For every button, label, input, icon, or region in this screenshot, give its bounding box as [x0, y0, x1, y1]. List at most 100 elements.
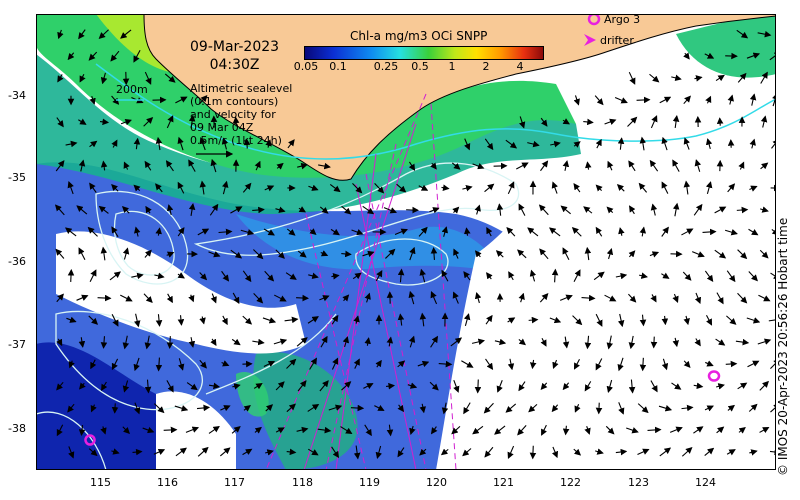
velocity-arrow	[737, 249, 748, 260]
colorbar-tick: 0.5	[411, 60, 429, 73]
velocity-arrow	[594, 95, 604, 106]
velocity-arrow	[650, 115, 658, 129]
velocity-arrow	[517, 249, 527, 259]
velocity-arrow	[331, 446, 340, 459]
velocity-arrow	[253, 249, 264, 260]
velocity-arrow	[101, 381, 108, 391]
velocity-arrow	[704, 52, 715, 59]
velocity-arrow	[297, 380, 307, 392]
velocity-arrow	[540, 337, 547, 347]
velocity-arrow	[144, 379, 152, 394]
velocity-arrow	[318, 162, 331, 170]
velocity-arrow	[254, 160, 261, 171]
velocity-arrow	[231, 426, 241, 434]
velocity-arrow	[484, 138, 494, 151]
velocity-arrow	[308, 448, 319, 456]
velocity-arrow	[89, 95, 96, 105]
velocity-arrow	[263, 360, 276, 367]
velocity-arrow	[111, 139, 118, 148]
velocity-arrow	[486, 272, 493, 280]
velocity-arrow	[68, 446, 75, 459]
velocity-arrow	[584, 426, 591, 435]
velocity-arrow	[275, 206, 286, 213]
velocity-arrow	[111, 358, 119, 371]
velocity-arrow	[242, 270, 252, 283]
velocity-arrow	[507, 181, 515, 195]
velocity-arrow	[264, 185, 275, 192]
velocity-arrow	[133, 402, 141, 415]
map-panel[interactable]	[36, 14, 776, 470]
velocity-arrow	[618, 402, 625, 415]
velocity-arrow	[419, 448, 427, 456]
velocity-arrow	[342, 294, 350, 302]
velocity-arrow	[88, 448, 98, 457]
velocity-arrow	[617, 313, 625, 328]
velocity-arrow	[748, 403, 758, 412]
velocity-arrow	[716, 117, 724, 126]
cloud-east	[436, 164, 776, 470]
velocity-arrow	[397, 404, 405, 413]
velocity-arrow	[450, 337, 463, 347]
argo-marker	[84, 434, 96, 446]
velocity-arrow	[637, 403, 649, 414]
velocity-arrow	[738, 161, 745, 170]
velocity-info: Altimetric sealevel (0.1m contours) and …	[190, 82, 293, 147]
velocity-arrow	[188, 294, 195, 303]
velocity-arrow	[242, 315, 253, 325]
velocity-arrow	[747, 360, 760, 368]
velocity-arrow	[584, 246, 592, 261]
velocity-arrow	[649, 159, 659, 172]
velocity-arrow	[386, 424, 394, 437]
velocity-arrow	[483, 402, 494, 414]
velocity-arrow	[143, 293, 153, 304]
velocity-arrow	[496, 203, 504, 216]
velocity-arrow	[494, 425, 506, 435]
velocity-arrow	[705, 315, 713, 326]
velocity-arrow	[296, 426, 309, 434]
velocity-arrow	[518, 116, 526, 129]
velocity-arrow	[705, 95, 712, 104]
credit-label: © IMOS 20-Apr-2023 20:56:26 Hobart time	[776, 217, 790, 476]
velocity-arrow	[297, 162, 308, 170]
velocity-arrow	[463, 271, 471, 281]
chl-shelf-green	[36, 54, 581, 214]
velocity-arrow	[341, 205, 352, 215]
velocity-arrow	[208, 382, 221, 390]
velocity-arrow	[220, 405, 231, 412]
velocity-arrow	[683, 52, 690, 60]
velocity-arrow	[636, 96, 651, 104]
velocity-arrow	[67, 181, 74, 195]
velocity-arrow	[186, 382, 198, 391]
velocity-arrow	[309, 228, 317, 235]
velocity-arrow	[164, 73, 176, 83]
velocity-arrow	[374, 404, 385, 411]
velocity-arrow	[583, 118, 594, 126]
velocity-arrow	[133, 137, 141, 150]
velocity-arrow	[330, 228, 340, 236]
velocity-arrow	[55, 160, 65, 172]
velocity-arrow	[671, 382, 682, 390]
velocity-arrow	[352, 272, 362, 280]
velocity-arrow	[737, 292, 748, 304]
velocity-arrow	[145, 205, 152, 214]
velocity-arrow	[639, 136, 647, 151]
velocity-arrow	[111, 226, 119, 238]
velocity-arrow	[417, 360, 430, 368]
velocity-arrow	[746, 52, 761, 59]
velocity-arrow	[681, 228, 694, 236]
velocity-arrow	[672, 202, 680, 217]
velocity-arrow	[715, 74, 725, 82]
velocity-arrow	[133, 313, 141, 328]
lon-tick: 124	[695, 476, 716, 489]
velocity-arrow	[661, 358, 669, 371]
velocity-arrow	[474, 204, 481, 215]
velocity-arrow	[528, 403, 538, 413]
velocity-arrow	[341, 250, 352, 258]
velocity-arrow	[595, 313, 603, 327]
isobath-200m	[95, 63, 776, 160]
velocity-arrow	[109, 271, 121, 281]
velocity-arrow	[583, 206, 593, 214]
chlorophyll-map[interactable]	[36, 14, 776, 470]
velocity-arrow	[614, 96, 628, 104]
velocity-arrow	[669, 426, 683, 433]
